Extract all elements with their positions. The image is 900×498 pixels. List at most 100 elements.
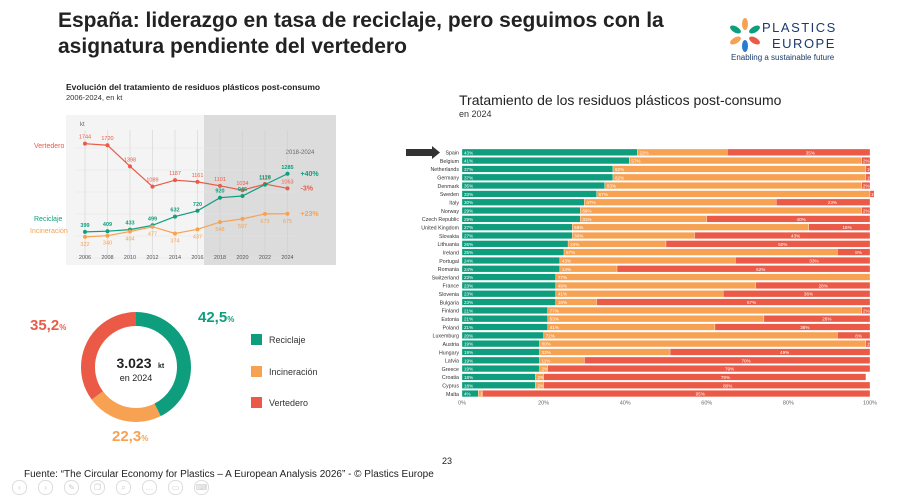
bar-segment-incineration bbox=[539, 348, 671, 356]
data-label: 673 bbox=[260, 219, 269, 225]
bar-segment-recycling bbox=[461, 198, 585, 206]
country-label: Italy bbox=[449, 201, 459, 207]
bar-segment-landfill bbox=[865, 340, 871, 348]
bar-segment-recycling bbox=[461, 232, 573, 239]
data-label: 1128 bbox=[259, 175, 271, 181]
x-tick-label: 60% bbox=[701, 401, 712, 407]
bar-value-label: 37% bbox=[464, 175, 473, 180]
bar-value-label: 33% bbox=[464, 192, 473, 197]
bar-segment-incineration bbox=[584, 198, 777, 206]
data-label: 720 bbox=[193, 202, 202, 208]
data-point bbox=[218, 195, 222, 200]
prev-icon[interactable]: ‹ bbox=[12, 480, 27, 495]
bar-value-label: 67% bbox=[566, 250, 575, 255]
bar-segment-recycling bbox=[461, 273, 556, 281]
bar-value-label: 53% bbox=[550, 317, 559, 322]
bar-segment-incineration bbox=[559, 257, 736, 264]
bar-segment-recycling bbox=[461, 323, 548, 331]
bar-value-label: 70% bbox=[741, 358, 750, 363]
data-label: 1398 bbox=[124, 157, 136, 163]
bar-value-label: 20% bbox=[464, 333, 473, 338]
bar-value-label: 27% bbox=[464, 234, 473, 239]
legend-label: Incineración bbox=[269, 366, 318, 377]
donut-slice-Vertedero bbox=[81, 312, 191, 422]
keyboard-icon[interactable]: ⌨ bbox=[194, 480, 209, 495]
next-icon[interactable]: › bbox=[38, 480, 53, 495]
data-point bbox=[195, 227, 200, 232]
presentation-toolbar bbox=[0, 476, 900, 498]
data-point bbox=[83, 229, 87, 234]
bar-value-label: 23% bbox=[828, 200, 837, 205]
country-label: Estonia bbox=[441, 317, 459, 323]
data-label: 1101 bbox=[214, 177, 226, 183]
bar-value-label: 33% bbox=[809, 258, 818, 263]
bar-value-label: 77% bbox=[558, 275, 567, 280]
bar-value-label: 19% bbox=[464, 367, 473, 372]
country-label: Switzerland bbox=[432, 275, 459, 281]
bar-segment-recycling bbox=[461, 223, 573, 231]
data-point bbox=[83, 141, 87, 146]
data-label: 433 bbox=[125, 221, 134, 227]
legend-label: Vertedero bbox=[269, 397, 309, 408]
bar-value-label: 8% bbox=[855, 333, 862, 338]
bar-segment-incineration bbox=[629, 157, 862, 165]
data-label: 404 bbox=[125, 237, 134, 243]
search-icon[interactable]: ⌕ bbox=[116, 480, 131, 495]
country-label: Spain bbox=[445, 151, 459, 157]
bar-segment-incineration bbox=[555, 273, 871, 281]
data-label: 1187 bbox=[169, 171, 181, 177]
bar-value-label: 2% bbox=[863, 159, 870, 164]
bar-segment-recycling bbox=[461, 290, 556, 298]
copy-icon[interactable]: ❐ bbox=[90, 480, 105, 495]
bar-value-label: 24% bbox=[464, 267, 473, 272]
donut-slice-Incineración bbox=[81, 312, 191, 422]
bar-segment-recycling bbox=[461, 315, 548, 323]
bar-value-label: 28% bbox=[819, 283, 828, 288]
stacked-bar-chart: Spain 43% 22% 35% Belgium 41% 57% 2% Netherlands… bbox=[406, 146, 878, 407]
bar-segment-landfill bbox=[861, 157, 871, 165]
data-point bbox=[240, 188, 245, 193]
bar-value-label: 58% bbox=[574, 225, 583, 230]
bar-segment-recycling bbox=[461, 257, 561, 264]
data-point bbox=[128, 229, 132, 234]
bar-segment-landfill bbox=[865, 165, 871, 173]
data-label: 1063 bbox=[281, 179, 293, 185]
data-label: 1119 bbox=[259, 176, 271, 182]
bar-segment-recycling bbox=[461, 157, 630, 165]
more-icon[interactable]: … bbox=[142, 480, 157, 495]
data-label: 437 bbox=[193, 234, 202, 240]
bar-value-label: 4% bbox=[464, 392, 471, 397]
bar-value-label: 49% bbox=[558, 283, 567, 288]
pen-icon[interactable]: ✎ bbox=[64, 480, 79, 495]
series-change-label: -3% bbox=[301, 185, 314, 192]
country-label: Bulgaria bbox=[440, 300, 459, 306]
bar-value-label: 15% bbox=[842, 225, 851, 230]
series-line-Reciclaje bbox=[84, 173, 288, 233]
bar-segment-landfill bbox=[776, 198, 871, 206]
data-point bbox=[285, 171, 290, 176]
data-point bbox=[150, 184, 155, 189]
bar-segment-incineration bbox=[612, 165, 867, 173]
data-point bbox=[105, 233, 110, 238]
country-label: Malta bbox=[446, 392, 459, 398]
bar-segment-recycling bbox=[461, 331, 544, 339]
bar-segment-incineration bbox=[596, 190, 871, 198]
x-tick-label: 2020 bbox=[236, 255, 248, 261]
bar-value-label: 35% bbox=[464, 184, 473, 189]
data-point bbox=[83, 234, 87, 239]
data-label: 1744 bbox=[79, 135, 91, 141]
plastics-europe-logo: PLASTICS EUROPE Enabling a sustainable f… bbox=[728, 18, 878, 66]
country-label: Czech Republic bbox=[422, 217, 459, 223]
bar-segment-recycling bbox=[461, 173, 614, 181]
country-label: Romania bbox=[438, 267, 459, 273]
bar-value-label: 21% bbox=[464, 325, 473, 330]
caption-icon[interactable]: ▭ bbox=[168, 480, 183, 495]
series-change-label: +23% bbox=[301, 211, 320, 218]
highlight-label: 2018-2024 bbox=[286, 150, 315, 156]
unit-label: kt bbox=[80, 122, 85, 128]
bar-value-label: 23% bbox=[464, 275, 473, 280]
bar-segment-landfill bbox=[616, 265, 871, 273]
bar-segment-landfill bbox=[727, 148, 871, 156]
bar-value-label: 30% bbox=[574, 234, 583, 239]
x-tick-label: 2010 bbox=[124, 255, 136, 261]
